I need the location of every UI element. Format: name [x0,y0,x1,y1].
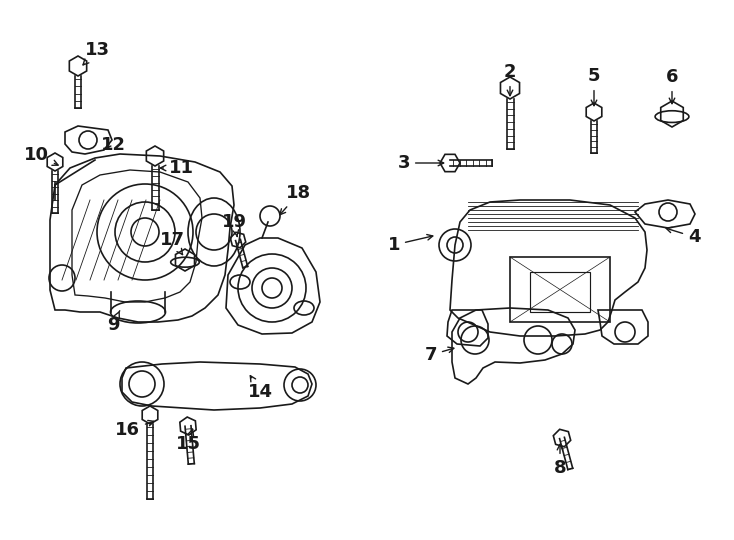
Text: 7: 7 [424,346,454,364]
Text: 18: 18 [280,184,311,215]
Text: 3: 3 [398,154,443,172]
Text: 10: 10 [24,146,58,165]
Text: 12: 12 [101,136,126,154]
Text: 11: 11 [160,159,194,177]
Text: 8: 8 [553,444,567,477]
Text: 19: 19 [222,213,247,237]
Text: 17: 17 [159,231,184,255]
Text: 16: 16 [115,421,154,439]
Bar [510,257,610,322]
Text: 13: 13 [83,41,110,65]
Text: 15: 15 [175,429,200,453]
Text: 9: 9 [106,310,120,334]
Text: 4: 4 [666,227,700,246]
Text: 6: 6 [666,68,678,104]
Text: 1: 1 [388,234,433,254]
Bar [530,272,590,312]
Text: 5: 5 [588,67,600,106]
Text: 2: 2 [504,63,516,96]
Text: 14: 14 [248,376,273,401]
